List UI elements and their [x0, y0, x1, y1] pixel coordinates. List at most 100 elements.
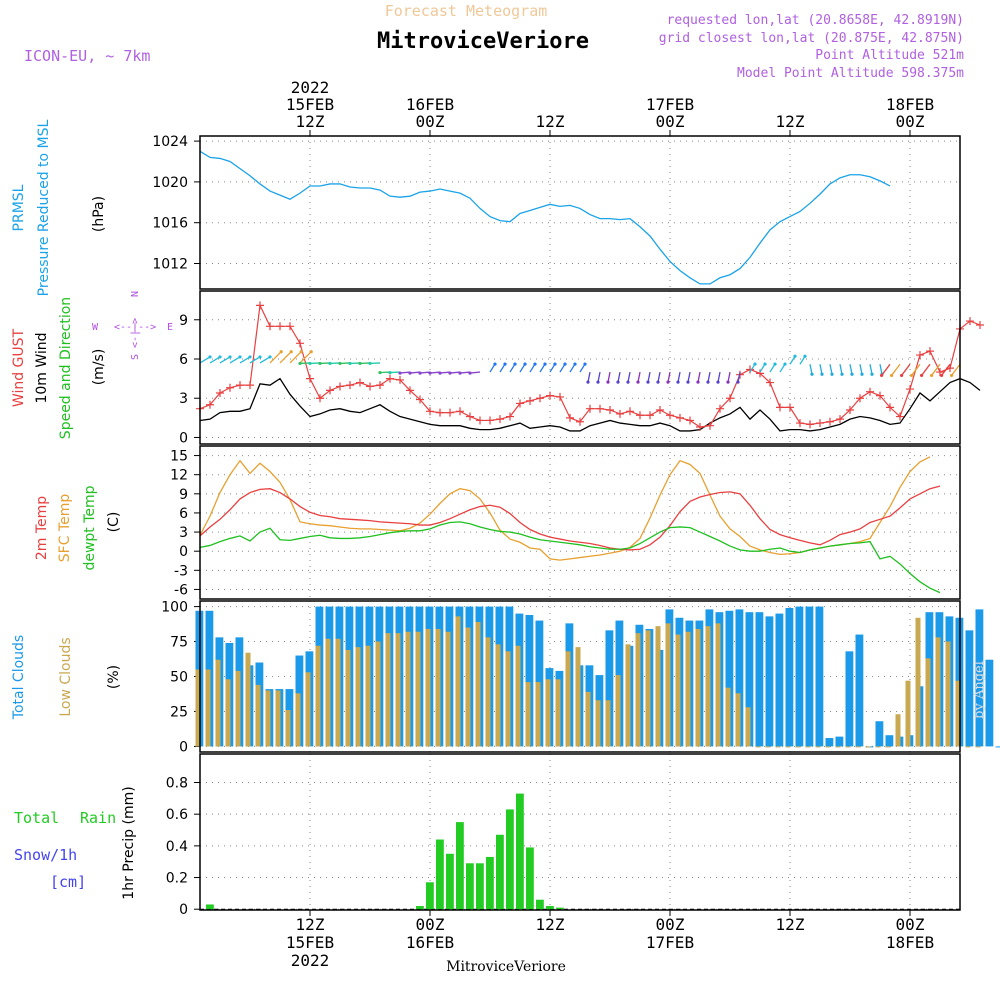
low-cloud-bar: [445, 631, 451, 747]
wind-arrow-head: [458, 371, 462, 375]
low-cloud-bar: [635, 633, 641, 747]
low-cloud-bar: [265, 690, 271, 747]
rain-bar: [476, 863, 484, 910]
gust-marker: [696, 423, 704, 431]
total-cloud-bar: [845, 651, 854, 747]
wind-arrow-head: [773, 362, 777, 366]
y-tick-label: 1016: [152, 216, 188, 232]
wind-direction-arrow: [239, 356, 251, 364]
low-cloud-bar: [365, 645, 371, 747]
wind-panel: 0 3 6 9: [179, 290, 984, 446]
top-time-label: 00Z: [656, 112, 685, 131]
wind-arrow-head: [950, 373, 954, 378]
y-tick-label: 6: [179, 352, 188, 368]
low-cloud-bar: [875, 746, 881, 748]
gust-marker: [276, 322, 284, 331]
wind-direction-arrow: [717, 371, 721, 383]
low-cloud-bar: [755, 746, 761, 748]
compass-w: W: [92, 322, 99, 333]
precip-label-rain: Rain: [80, 809, 116, 827]
low-cloud-bar: [915, 617, 921, 747]
wind-labels: Wind GUST 10m Wind Speed and Direction (…: [11, 291, 173, 439]
gust-marker: [936, 368, 944, 377]
gust-marker: [596, 404, 604, 413]
wind-arrow-head: [279, 350, 283, 354]
gust-marker: [616, 409, 624, 418]
wind-arrow-head: [533, 362, 537, 366]
bottom-time-label: 12Z: [296, 915, 325, 934]
gust-marker: [676, 413, 684, 422]
wind-arrow-head: [910, 373, 914, 378]
low-cloud-bar: [775, 746, 781, 748]
y-tick-label: 75: [170, 635, 188, 651]
wind-direction-arrow: [647, 371, 651, 383]
wind-arrow-head: [298, 361, 302, 366]
wind-arrow-head: [299, 350, 303, 354]
gust-marker: [426, 407, 434, 416]
wind-arrow-head: [523, 362, 527, 366]
wind-arrow-head: [870, 372, 874, 376]
compass-n: N: [130, 291, 141, 297]
wind-direction-arrow: [607, 371, 611, 383]
total-cloud-bar: [885, 735, 894, 747]
top-time-label: 12Z: [776, 112, 805, 131]
temp-panel: -6 -3 0 3 6 9 12 15: [170, 445, 961, 600]
closest-coords: grid closest lon,lat (20.875E, 42.875N): [659, 31, 964, 46]
cloud-labels: Total Clouds Low Clouds (%): [11, 635, 122, 720]
low-cloud-bar: [335, 638, 341, 747]
pressure-label-1: PRMSL: [11, 184, 27, 231]
low-cloud-bar: [945, 641, 951, 747]
gust-marker: [536, 394, 544, 403]
wind-arrow-head: [706, 380, 710, 384]
top-time-label: 00Z: [416, 112, 445, 131]
wind-arrow-head: [930, 373, 934, 378]
low-cloud-bar: [865, 746, 871, 748]
wind-direction-arrow: [941, 363, 951, 376]
gust-marker: [746, 365, 754, 374]
total-cloud-bar: [875, 721, 884, 747]
rain-bar: [546, 906, 554, 910]
total-cloud-bar: [605, 630, 614, 747]
gust-marker: [766, 378, 774, 387]
low-cloud-bar: [245, 652, 251, 747]
wind-direction-arrow: [901, 363, 911, 376]
gust-marker: [726, 394, 734, 403]
gust-marker: [476, 416, 484, 425]
gust-marker: [796, 419, 804, 428]
y-tick-label: 0: [179, 902, 188, 918]
wind-direction-arrow: [809, 364, 813, 375]
gust-marker: [556, 392, 564, 401]
top-time-label: 12Z: [296, 112, 325, 131]
wind-direction-arrow: [849, 364, 853, 375]
precip-labels: Total Rain Snow/1h [cm] 1hr Precip (mm): [14, 786, 137, 899]
wind-direction-arrow: [449, 371, 461, 374]
wind-direction-arrow: [667, 371, 671, 383]
rain-bar: [536, 899, 544, 910]
total-cloud-bar: [825, 738, 834, 747]
wind-direction-arrow: [289, 351, 302, 364]
total-cloud-bar: [745, 612, 754, 747]
gust-marker: [216, 389, 224, 397]
gust-marker: [656, 406, 664, 414]
gust-marker: [326, 386, 334, 395]
gust-marker: [866, 387, 874, 396]
wind-arrow-head: [736, 380, 740, 384]
gust-marker: [876, 391, 884, 400]
y-tick-label: 1020: [152, 175, 188, 191]
gust-marker: [516, 399, 524, 408]
wind-direction-arrow: [869, 364, 873, 375]
gust-marker: [356, 378, 364, 387]
low-cloud-bar: [655, 626, 661, 747]
gust-marker: [256, 301, 264, 310]
gust-marker: [236, 381, 244, 390]
gust-marker: [406, 386, 414, 395]
wind-arrow-head: [880, 373, 884, 378]
wind-arrow-head: [573, 362, 577, 366]
y-tick-label: 12: [170, 468, 188, 484]
y-tick-label: 6: [179, 506, 188, 522]
wind-arrow-head: [398, 371, 402, 375]
low-cloud-bar: [205, 669, 211, 747]
gust-marker: [456, 407, 464, 416]
wind-arrow-head: [616, 380, 620, 384]
wind-direction-arrow: [891, 363, 901, 376]
